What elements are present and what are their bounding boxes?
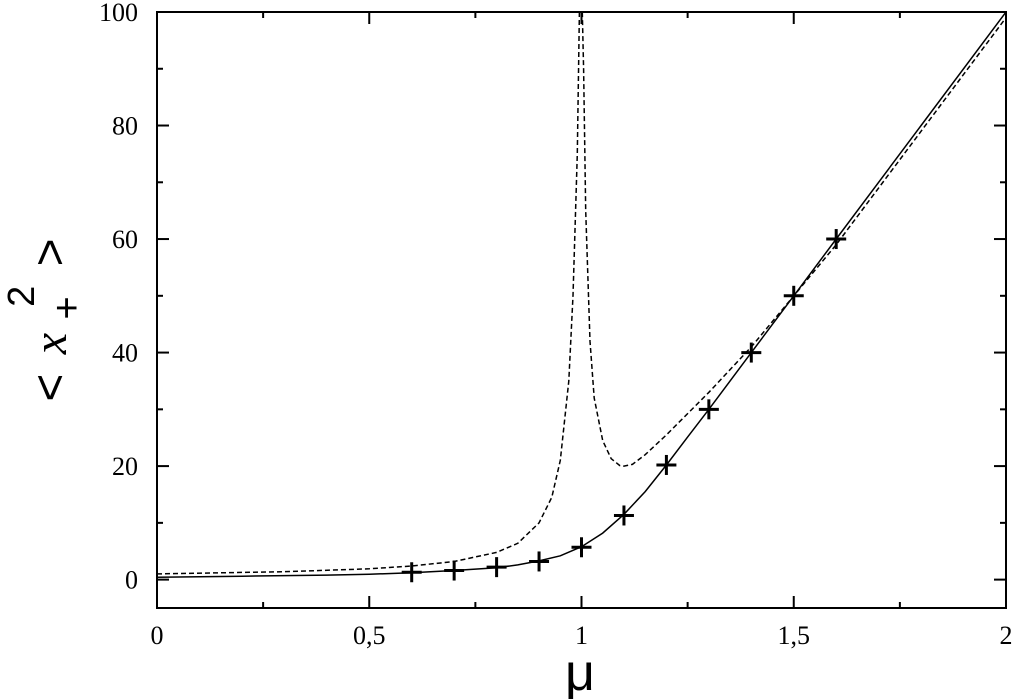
svg-text:< x + 2: < x + 2 > [0, 238, 91, 401]
y-axis-label: < x + 2 > [0, 238, 91, 401]
data-point-marker [571, 537, 592, 558]
x-tick-label: 1 [575, 621, 588, 650]
y-label-var: x [24, 333, 77, 355]
y-tick-label: 80 [112, 112, 138, 141]
data-point-marker [698, 399, 719, 420]
data-point-marker [613, 505, 634, 526]
x-tick-label: 0 [151, 621, 164, 650]
data-point-marker [656, 454, 677, 475]
y-label-sub: + [45, 296, 89, 319]
y-tick-label: 20 [112, 452, 138, 481]
data-point-marker [486, 557, 507, 578]
y-label-sup: 2 [1, 286, 43, 307]
data-point-marker [741, 342, 762, 363]
y-label-open: < [24, 374, 77, 402]
axis-ticks [156, 11, 1007, 608]
solid-curve [157, 12, 1006, 579]
y-label-close: > [24, 238, 77, 266]
y-tick-label: 0 [125, 566, 138, 595]
data-point-marker [444, 560, 465, 581]
y-tick-label: 60 [112, 225, 138, 254]
x-tick-label: 1,5 [778, 621, 811, 650]
plot-frame [156, 11, 1007, 609]
y-tick-label: 100 [99, 0, 138, 27]
plot-lines [157, 12, 1006, 583]
data-point-marker [401, 562, 422, 583]
x-tick-label: 0,5 [353, 621, 386, 650]
dashed-curve [157, 12, 1006, 575]
x-tick-label: 2 [1000, 621, 1013, 650]
data-point-marker [783, 285, 804, 306]
y-tick-label: 40 [112, 339, 138, 368]
x-axis-label: μ [565, 644, 595, 699]
data-point-marker [826, 229, 847, 250]
data-point-marker [529, 551, 550, 572]
